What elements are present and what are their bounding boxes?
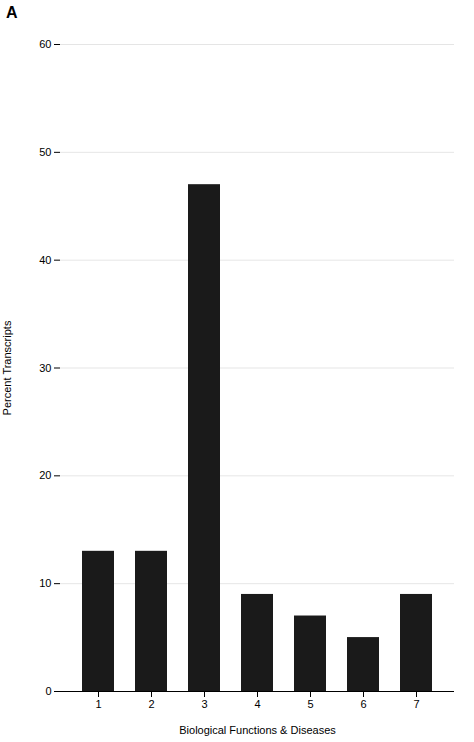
svg-text:2: 2 — [148, 698, 154, 710]
svg-text:10: 10 — [39, 577, 51, 589]
svg-text:60: 60 — [39, 38, 51, 50]
svg-text:50: 50 — [39, 146, 51, 158]
svg-text:Biological Functions & Disease: Biological Functions & Diseases — [179, 724, 336, 736]
html-text:A: A — [6, 4, 18, 21]
svg-text:30: 30 — [39, 362, 51, 374]
svg-text:1: 1 — [95, 698, 101, 710]
svg-text:6: 6 — [360, 698, 366, 710]
svg-text:7: 7 — [413, 698, 419, 710]
svg-text:Percent Transcripts: Percent Transcripts — [1, 320, 13, 415]
svg-text:5: 5 — [307, 698, 313, 710]
svg-text:40: 40 — [39, 254, 51, 266]
svg-text:0: 0 — [45, 685, 51, 697]
svg-text:20: 20 — [39, 469, 51, 481]
svg-text:3: 3 — [201, 698, 207, 710]
svg-text:4: 4 — [254, 698, 260, 710]
